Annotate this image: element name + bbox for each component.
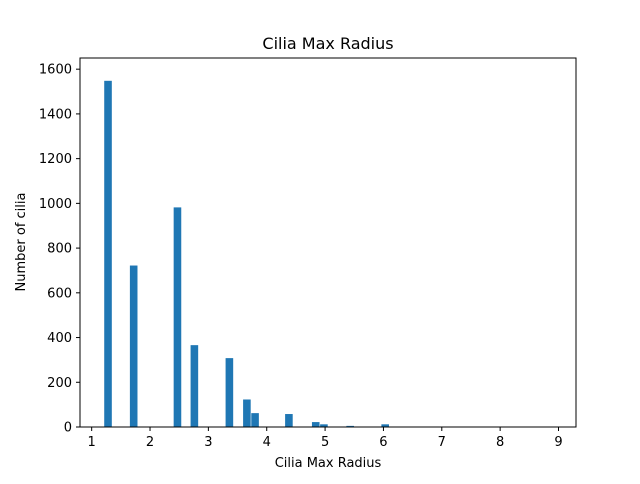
y-tick-label-0: 0	[64, 421, 72, 436]
bars-layer	[104, 81, 562, 427]
y-tick-label-1: 200	[47, 376, 72, 391]
x-tick-label-1: 2	[146, 435, 154, 450]
chart-title: Cilia Max Radius	[262, 34, 393, 53]
y-axis-label: Number of cilia	[14, 193, 29, 292]
y-tick-label-7: 1400	[39, 107, 72, 122]
y-tick-label-3: 600	[47, 286, 72, 301]
x-tick-label-5: 6	[379, 435, 387, 450]
x-tick-label-8: 9	[554, 435, 562, 450]
histogram-bar-6	[251, 413, 259, 427]
y-axis-ticks: 0 200 400 600 800 1000 1200 1400 1600	[39, 63, 80, 436]
y-tick-label-2: 400	[47, 331, 72, 346]
y-tick-label-6: 1200	[39, 152, 72, 167]
x-axis-label: Cilia Max Radius	[275, 456, 382, 471]
x-tick-label-4: 5	[321, 435, 329, 450]
x-tick-label-6: 7	[438, 435, 446, 450]
histogram-bar-2	[174, 207, 182, 427]
histogram-bar-5	[243, 399, 251, 427]
x-tick-label-2: 3	[204, 435, 212, 450]
histogram-bar-3	[191, 345, 199, 427]
x-tick-label-7: 8	[496, 435, 504, 450]
plot-frame	[80, 58, 576, 427]
histogram-bar-4	[226, 358, 234, 427]
y-tick-label-8: 1600	[39, 63, 72, 78]
x-tick-label-0: 1	[88, 435, 96, 450]
histogram-bar-8	[312, 422, 320, 427]
histogram-bar-7	[285, 414, 293, 427]
x-tick-label-3: 4	[263, 435, 271, 450]
y-tick-label-5: 1000	[39, 197, 72, 212]
x-axis-ticks: 1 2 3 4 5 6 7 8 9	[88, 427, 563, 450]
histogram-bar-0	[104, 81, 112, 427]
y-tick-label-4: 800	[47, 242, 72, 257]
histogram-bar-1	[130, 266, 138, 427]
